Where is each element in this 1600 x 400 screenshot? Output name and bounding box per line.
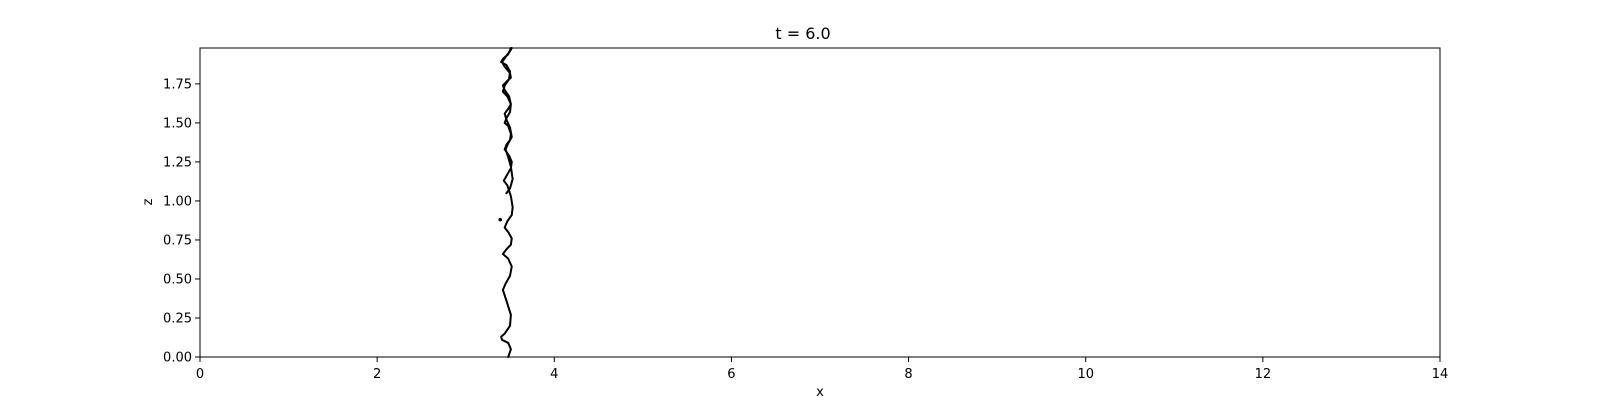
- series-layer: [498, 47, 514, 358]
- y-axis-label: z: [141, 198, 156, 205]
- plot-area: [199, 47, 1441, 358]
- x-tick-label: 0: [196, 367, 204, 382]
- y-tick-label: 0.75: [163, 233, 192, 248]
- chart-title: t = 6.0: [775, 24, 830, 43]
- plot-frame: [199, 47, 1441, 358]
- y-tick-label: 0.50: [163, 272, 192, 287]
- y-tick-label: 0.25: [163, 311, 192, 326]
- x-axis: 0 2 4 6 8 10 12 14: [196, 357, 1448, 382]
- y-tick-label: 1.75: [163, 77, 192, 92]
- y-axis: 0.00 0.25 0.50 0.75 1.00 1.25 1.50 1.75: [163, 77, 200, 366]
- y-tick-label: 1.25: [163, 155, 192, 170]
- x-tick-label: 6: [727, 367, 735, 382]
- x-tick-label: 12: [1255, 367, 1272, 382]
- y-tick-label: 1.00: [163, 194, 192, 209]
- x-tick-label: 8: [904, 367, 912, 382]
- y-tick-label: 1.50: [163, 116, 192, 131]
- x-axis-label: x: [816, 385, 824, 400]
- y-tick-label: 0.00: [163, 351, 192, 366]
- x-tick-label: 2: [373, 367, 381, 382]
- interface-contour-line: [500, 47, 514, 358]
- x-tick-label: 4: [550, 367, 558, 382]
- x-tick-label: 10: [1077, 367, 1094, 382]
- x-tick-label: 14: [1432, 367, 1449, 382]
- interface-droplet-marker: [498, 217, 503, 222]
